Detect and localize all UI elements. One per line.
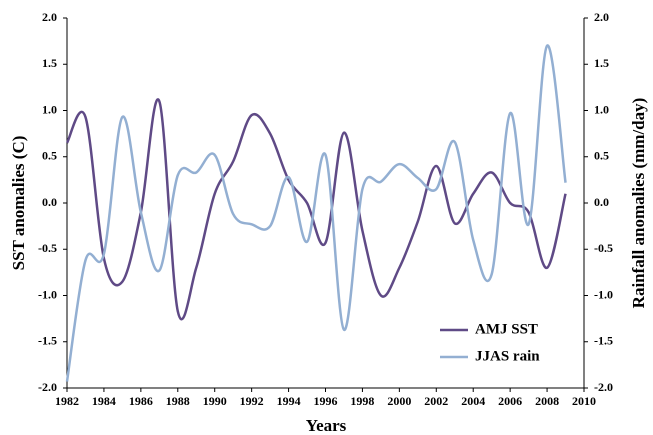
x-tick-label: 1982 — [55, 394, 79, 408]
legend-label: JJAS rain — [475, 348, 540, 364]
x-tick-label: 1992 — [240, 394, 264, 408]
x-tick-label: 2006 — [498, 394, 522, 408]
y-tick-label: 0.0 — [42, 195, 57, 209]
y-axis-title: SST anomalies (C) — [9, 136, 28, 271]
y2-tick-label: 1.5 — [594, 56, 609, 70]
y-tick-label: -2.0 — [38, 380, 57, 394]
series-line — [65, 44, 567, 382]
y2-tick-label: -2.0 — [594, 380, 613, 394]
x-tick-label: 1998 — [350, 394, 374, 408]
y2-tick-label: -1.0 — [594, 287, 613, 301]
y2-tick-label: -0.5 — [594, 241, 613, 255]
y2-axis-title: Rainfall anomalies (mm/day) — [629, 98, 648, 309]
y2-tick-label: 2.0 — [594, 10, 609, 24]
x-tick-label: 2000 — [387, 394, 411, 408]
x-axis-title: Years — [306, 416, 347, 435]
x-tick-label: 1994 — [277, 394, 301, 408]
y2-tick-label: 0.5 — [594, 149, 609, 163]
y-tick-label: 1.0 — [42, 102, 57, 116]
y-tick-label: -0.5 — [38, 241, 57, 255]
x-tick-label: 1990 — [203, 394, 227, 408]
x-tick-label: 2002 — [424, 394, 448, 408]
y2-tick-label: 0.0 — [594, 195, 609, 209]
x-tick-label: 2004 — [461, 394, 485, 408]
y2-tick-label: 1.0 — [594, 102, 609, 116]
legend-label: AMJ SST — [475, 321, 538, 337]
x-tick-label: 1988 — [166, 394, 190, 408]
y-tick-label: 0.5 — [42, 149, 57, 163]
y-tick-label: 1.5 — [42, 56, 57, 70]
y-tick-label: -1.5 — [38, 334, 57, 348]
y-tick-label: 2.0 — [42, 10, 57, 24]
x-tick-label: 1986 — [129, 394, 153, 408]
x-tick-label: 2010 — [572, 394, 596, 408]
x-tick-label: 1984 — [92, 394, 116, 408]
x-tick-label: 1996 — [314, 394, 338, 408]
x-tick-label: 2008 — [535, 394, 559, 408]
y-tick-label: -1.0 — [38, 287, 57, 301]
series-line — [65, 98, 567, 321]
y2-tick-label: -1.5 — [594, 334, 613, 348]
